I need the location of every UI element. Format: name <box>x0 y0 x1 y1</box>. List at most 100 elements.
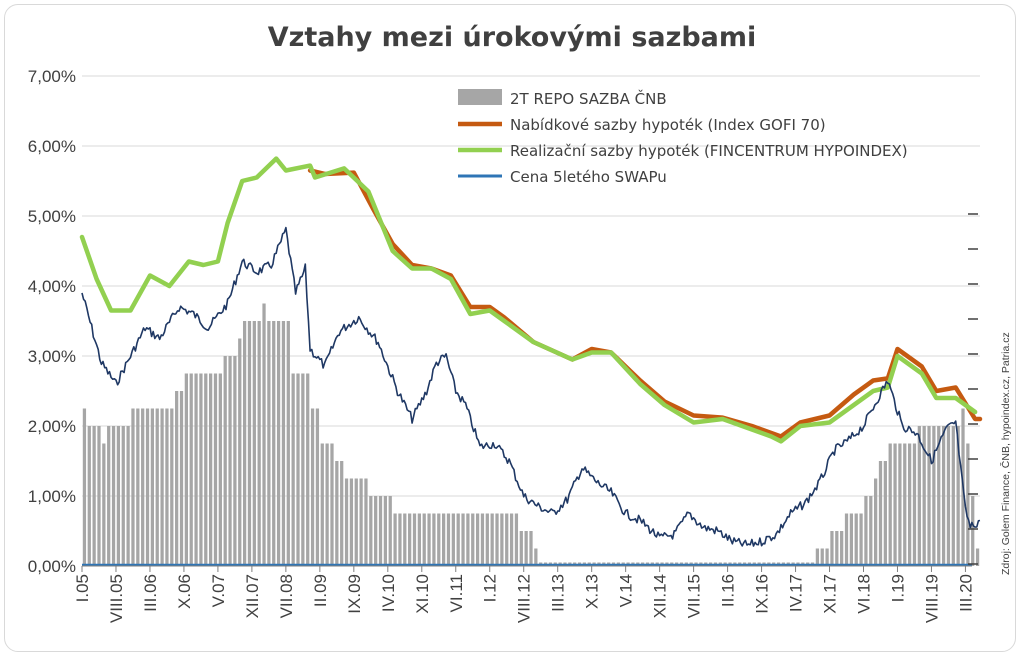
repo-bar <box>238 338 242 566</box>
repo-bar <box>383 496 388 566</box>
repo-bar <box>330 443 334 566</box>
repo-bar <box>296 373 300 566</box>
x-tick-label: IV.10 <box>379 574 398 612</box>
x-tick-label: V.07 <box>209 574 228 607</box>
y-tick-label: 1,00% <box>28 487 76 506</box>
repo-bar <box>505 513 509 566</box>
repo-bar <box>223 356 227 566</box>
repo-bar <box>286 321 290 566</box>
repo-bar <box>534 548 538 566</box>
repo-bar <box>932 426 936 566</box>
repo-bar <box>102 443 106 566</box>
y-tick-label: 0,00% <box>28 557 76 576</box>
repo-bar <box>830 531 834 566</box>
repo-bar <box>262 303 266 566</box>
repo-bar <box>471 513 475 566</box>
repo-bar <box>131 408 135 566</box>
repo-bar <box>276 321 281 566</box>
repo-bar <box>291 373 295 566</box>
x-tick-label: X.13 <box>583 574 602 609</box>
x-tick-label: I.19 <box>888 574 907 602</box>
legend: 2T REPO SAZBA ČNB Nabídkové sazby hypoték… <box>458 89 908 186</box>
repo-bar <box>514 513 519 566</box>
repo-bar <box>893 443 897 566</box>
repo-bar <box>388 496 392 566</box>
repo-bar <box>374 496 378 566</box>
repo-bar <box>175 391 179 566</box>
x-tick-label: VIII.05 <box>107 574 126 623</box>
repo-bar <box>451 513 455 566</box>
legend-label: 2T REPO SAZBA ČNB <box>510 89 667 108</box>
repo-bar <box>116 426 121 566</box>
x-tick-label: XII.07 <box>243 574 262 618</box>
x-tick-label: VI.18 <box>855 574 874 614</box>
repo-bar <box>417 513 421 566</box>
repo-bar <box>189 373 193 566</box>
x-tick-label: XI.17 <box>821 574 840 614</box>
repo-bar <box>888 443 892 566</box>
repo-bar <box>82 408 87 566</box>
repo-bar <box>150 408 155 566</box>
series-lines <box>79 156 983 567</box>
repo-bar <box>107 426 111 566</box>
repo-bar <box>408 513 412 566</box>
repo-bar <box>500 513 504 566</box>
x-tick-label: V.14 <box>617 574 636 607</box>
repo-bar <box>840 531 844 566</box>
x-tick-label: IX.09 <box>345 574 364 614</box>
repo-bar <box>340 461 344 566</box>
repo-bar <box>209 373 213 566</box>
repo-bar <box>864 496 868 566</box>
repo-bar <box>854 513 858 566</box>
repo-bar <box>145 408 150 566</box>
x-tick-label: III.13 <box>549 574 568 612</box>
repo-bar <box>272 321 276 566</box>
repo-bar <box>422 513 426 566</box>
repo-bar <box>480 513 485 566</box>
repo-bar <box>844 513 849 566</box>
repo-bar <box>155 408 159 566</box>
repo-bar <box>815 548 820 566</box>
repo-bar <box>97 426 101 566</box>
repo-bar <box>941 426 946 566</box>
repo-bar <box>111 426 116 566</box>
repo-bar <box>956 426 960 566</box>
x-tick-label: VII.15 <box>685 574 704 618</box>
repo-bar <box>204 373 208 566</box>
repo-bar <box>349 478 354 566</box>
repo-bar <box>252 321 256 566</box>
legend-label: Cena 5letého SWAPu <box>510 168 667 186</box>
legend-swatch-repo <box>458 89 502 105</box>
repo-bar <box>825 548 829 566</box>
x-tick-label: VIII.12 <box>515 574 534 623</box>
gofi-line <box>307 168 983 439</box>
x-tick-label: IV.17 <box>787 574 806 612</box>
repo-bar <box>874 478 878 566</box>
repo-bar <box>519 531 523 566</box>
repo-bar <box>369 496 373 566</box>
repo-bar <box>466 513 470 566</box>
y-tick-label: 5,00% <box>28 207 76 226</box>
repo-bar <box>937 426 941 566</box>
repo-bar <box>247 321 252 566</box>
hypoindex-line <box>79 156 978 444</box>
repo-bar <box>141 408 145 566</box>
repo-bar <box>475 513 480 566</box>
repo-bar <box>136 408 140 566</box>
repo-bar <box>242 321 247 566</box>
repo-bar <box>975 548 980 566</box>
swap-line <box>81 226 981 547</box>
repo-bar <box>165 408 169 566</box>
repo-bar <box>946 426 951 566</box>
repo-bar <box>898 443 902 566</box>
repo-bar <box>315 408 320 566</box>
repo-bar <box>849 513 853 566</box>
x-tick-label: VI.11 <box>447 574 466 612</box>
repo-bar <box>820 548 824 566</box>
repo-bar <box>403 513 407 566</box>
repo-bar <box>903 443 907 566</box>
repo-bar <box>126 426 130 566</box>
chart-title: Vztahy mezi úrokovými sazbami <box>267 22 757 53</box>
repo-bar <box>393 513 397 566</box>
repo-bar <box>927 426 931 566</box>
